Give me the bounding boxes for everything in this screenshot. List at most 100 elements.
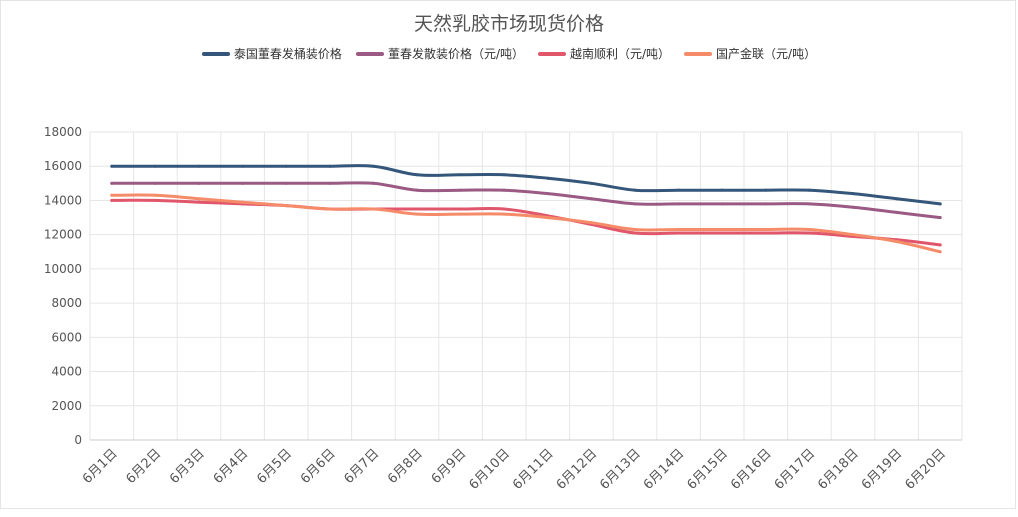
chart-legend: 泰国董春发桶装价格 董春发散装价格（元/吨） 越南顺利（元/吨） 国产金联（元/… (0, 45, 1018, 62)
series-1-point[interactable] (677, 188, 681, 192)
series-4-point[interactable] (589, 221, 593, 225)
series-4-point[interactable] (415, 212, 419, 216)
series-1-point[interactable] (502, 173, 506, 177)
series-3-point[interactable] (938, 243, 942, 247)
series-2-point[interactable] (241, 181, 245, 185)
series-1-point[interactable] (851, 192, 855, 196)
y-tick-label: 0 (74, 433, 82, 447)
series-4-point[interactable] (851, 233, 855, 237)
series-1-point[interactable] (459, 173, 463, 177)
series-line-3[interactable] (110, 198, 942, 247)
series-4-point[interactable] (371, 207, 375, 211)
series-3-point[interactable] (764, 231, 768, 235)
series-3-point[interactable] (459, 207, 463, 211)
series-4-point[interactable] (459, 212, 463, 216)
chart-axes: 0 2000 4000 6000 8000 10000 12000 14000 16000 180… (44, 125, 962, 493)
y-tick-label: 16000 (44, 159, 82, 173)
series-1-point[interactable] (633, 188, 637, 192)
series-1-point[interactable] (371, 164, 375, 168)
series-1-point[interactable] (153, 164, 157, 168)
series-2-point[interactable] (677, 202, 681, 206)
chart-grid (89, 131, 963, 441)
series-2-point[interactable] (589, 197, 593, 201)
series-1-point[interactable] (764, 188, 768, 192)
series-2-point[interactable] (415, 188, 419, 192)
x-tick-label: 6月16日 (728, 446, 775, 493)
series-3-point[interactable] (110, 198, 114, 202)
series-2-point[interactable] (895, 210, 899, 214)
x-tick-label: 6月5日 (254, 446, 295, 487)
series-3-point[interactable] (633, 231, 637, 235)
series-2-point[interactable] (459, 188, 463, 192)
x-tick-label: 6月11日 (510, 446, 557, 493)
series-4-point[interactable] (502, 212, 506, 216)
series-4-point[interactable] (677, 228, 681, 232)
series-2-point[interactable] (153, 181, 157, 185)
series-1-point[interactable] (197, 164, 201, 168)
x-tick-label: 6月14日 (641, 446, 688, 493)
series-3-point[interactable] (197, 200, 201, 204)
series-4-point[interactable] (807, 228, 811, 232)
series-1-point[interactable] (415, 173, 419, 177)
series-2-point[interactable] (807, 202, 811, 206)
legend-label-series-1: 泰国董春发桶装价格 (233, 47, 342, 61)
series-4-point[interactable] (633, 228, 637, 232)
x-tick-label: 6月19日 (859, 446, 906, 493)
series-2-point[interactable] (720, 202, 724, 206)
series-2-point[interactable] (633, 202, 637, 206)
x-tick-label: 6月18日 (815, 446, 862, 493)
x-tick-label: 6月7日 (342, 446, 383, 487)
series-4-point[interactable] (284, 204, 288, 208)
series-2-point[interactable] (110, 181, 114, 185)
chart-series (110, 164, 942, 254)
series-4-point[interactable] (110, 193, 114, 197)
series-3-point[interactable] (720, 231, 724, 235)
series-2-point[interactable] (328, 181, 332, 185)
series-2-point[interactable] (764, 202, 768, 206)
series-4-point[interactable] (328, 207, 332, 211)
series-1-point[interactable] (241, 164, 245, 168)
series-1-point[interactable] (110, 164, 114, 168)
legend-item-series-2[interactable]: 董春发散装价格（元/吨） (355, 45, 524, 62)
series-3-point[interactable] (807, 231, 811, 235)
series-2-point[interactable] (546, 192, 550, 196)
series-3-point[interactable] (677, 231, 681, 235)
series-1-point[interactable] (938, 202, 942, 206)
y-tick-label: 2000 (51, 399, 82, 413)
y-tick-label: 14000 (44, 193, 82, 207)
legend-item-series-3[interactable]: 越南顺利（元/吨） (537, 45, 670, 62)
series-1-point[interactable] (589, 181, 593, 185)
series-2-point[interactable] (197, 181, 201, 185)
series-line-1[interactable] (110, 164, 942, 206)
series-4-point[interactable] (546, 216, 550, 220)
series-1-point[interactable] (284, 164, 288, 168)
series-2-point[interactable] (371, 181, 375, 185)
series-line-2[interactable] (110, 181, 942, 220)
series-2-point[interactable] (502, 188, 506, 192)
series-line-4[interactable] (110, 193, 942, 254)
x-tick-label: 6月4日 (211, 446, 252, 487)
legend-item-series-1[interactable]: 泰国董春发桶装价格 (201, 45, 342, 62)
series-1-point[interactable] (546, 176, 550, 180)
series-1-point[interactable] (807, 188, 811, 192)
series-2-point[interactable] (851, 205, 855, 209)
x-tick-label: 6月20日 (902, 446, 949, 493)
series-1-point[interactable] (895, 197, 899, 201)
series-3-point[interactable] (153, 198, 157, 202)
legend-label-series-2: 董春发散装价格（元/吨） (387, 47, 524, 61)
series-4-point[interactable] (241, 200, 245, 204)
legend-swatch-series-2 (355, 51, 384, 56)
series-4-point[interactable] (764, 228, 768, 232)
series-2-point[interactable] (938, 216, 942, 220)
series-3-point[interactable] (502, 207, 506, 211)
series-1-point[interactable] (328, 164, 332, 168)
series-4-point[interactable] (938, 250, 942, 254)
series-3-point[interactable] (415, 207, 419, 211)
series-2-point[interactable] (284, 181, 288, 185)
series-4-point[interactable] (895, 240, 899, 244)
legend-item-series-4[interactable]: 国产金联（元/吨） (684, 45, 816, 62)
series-1-point[interactable] (720, 188, 724, 192)
series-4-point[interactable] (197, 197, 201, 201)
series-4-point[interactable] (720, 228, 724, 232)
series-4-point[interactable] (153, 193, 157, 197)
